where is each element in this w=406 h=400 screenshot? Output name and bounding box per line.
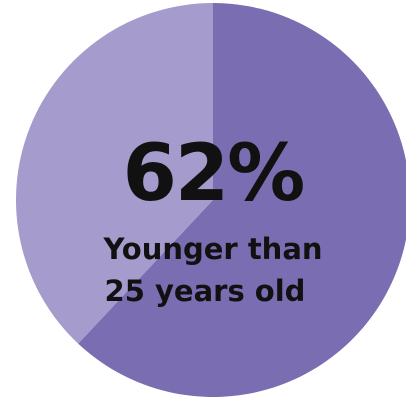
center-value-label: 62% xyxy=(123,129,304,219)
center-label-line-1: Younger than xyxy=(102,232,322,266)
pie-slice-1 xyxy=(78,3,406,397)
pie-slice-2 xyxy=(16,3,214,344)
pie-slices xyxy=(16,3,406,397)
center-label-line-2: 25 years old xyxy=(105,274,306,308)
